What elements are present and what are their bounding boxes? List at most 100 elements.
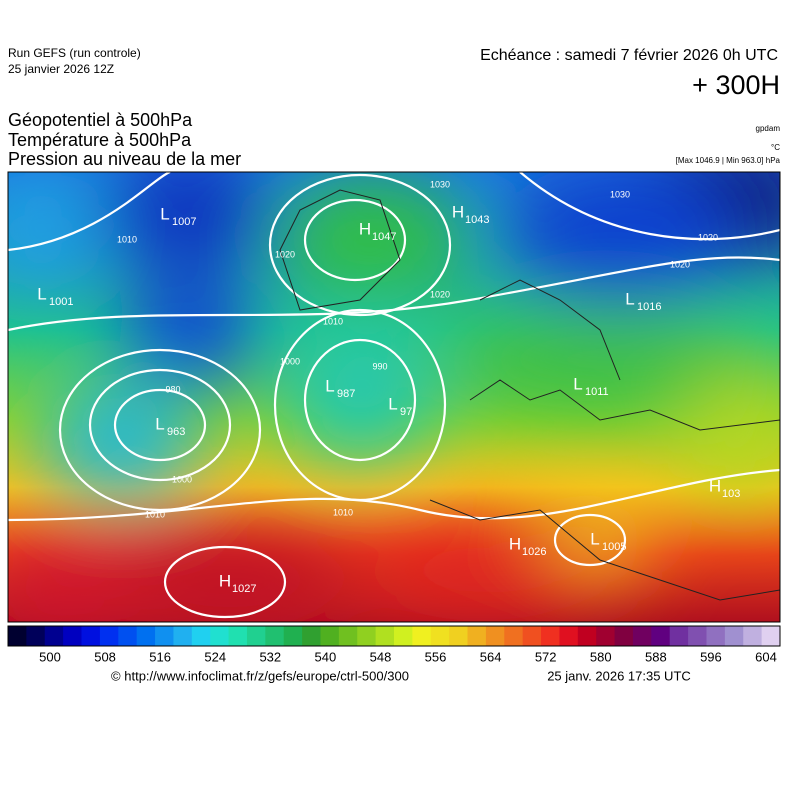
colorbar-swatch xyxy=(632,626,652,646)
pressure-center-value: 97 xyxy=(400,406,412,418)
pressure-center-value: 963 xyxy=(167,426,185,438)
isobar-label: 1020 xyxy=(698,232,718,242)
map-frame xyxy=(7,171,781,623)
lead-time: + 300H xyxy=(692,70,780,100)
colorbar-swatch xyxy=(522,626,542,646)
colorbar-swatch xyxy=(338,626,358,646)
unit: °C xyxy=(771,143,780,152)
isobar-label: 1020 xyxy=(275,249,295,259)
colorbar-swatch xyxy=(614,626,634,646)
colorbar-tick-label: 564 xyxy=(480,649,502,664)
isobar-label: 1030 xyxy=(430,179,450,189)
pressure-center-value: 1001 xyxy=(49,296,73,308)
isobar-label: 1010 xyxy=(117,234,137,244)
colorbar-swatch xyxy=(688,626,707,646)
colorbar-tick-label: 516 xyxy=(149,649,171,664)
colorbar-tick-label: 556 xyxy=(425,649,447,664)
colorbar-tick-label: 588 xyxy=(645,649,667,664)
pressure-center-value: 987 xyxy=(337,388,355,400)
colorbar-swatch xyxy=(467,626,487,646)
colorbar-tick-label: 580 xyxy=(590,649,612,664)
colorbar-swatch xyxy=(210,626,230,646)
colorbar-swatch xyxy=(81,626,101,646)
colorbar-swatch xyxy=(504,626,524,646)
run-date: 25 janvier 2026 12Z xyxy=(8,62,114,76)
colorbar-swatch xyxy=(743,626,763,646)
isobar-label: 1030 xyxy=(610,189,630,199)
pressure-center-kind: H xyxy=(709,476,721,495)
pressure-center-kind: H xyxy=(219,571,231,590)
colorbar-swatch xyxy=(136,626,156,646)
pressure-center-value: 1043 xyxy=(465,214,489,226)
pressure-center-kind: L xyxy=(325,376,334,395)
pressure-center-value: 103 xyxy=(722,488,740,500)
pressure-center-value: 1005 xyxy=(602,541,626,553)
pressure-center-kind: L xyxy=(160,204,169,223)
colorbar-swatch xyxy=(541,626,560,646)
colorbar-swatch xyxy=(118,626,138,646)
colorbar-tick-label: 572 xyxy=(535,649,557,664)
colorbar-swatch xyxy=(375,626,395,646)
colorbar-swatch xyxy=(394,626,413,646)
isobar-label: 1000 xyxy=(172,474,192,484)
colorbar-frame xyxy=(7,625,781,647)
pressure-center-kind: L xyxy=(573,374,582,393)
pressure-center-kind: H xyxy=(359,219,371,238)
pressure-center-kind: L xyxy=(37,284,46,303)
colorbar-swatch xyxy=(706,626,726,646)
colorbar: 500 508 516 524 532 540 548 556 564 572 580 588 596 6… xyxy=(7,625,781,664)
colorbar-swatch xyxy=(320,626,340,646)
title: Température à 500hPa xyxy=(8,130,192,150)
isobar-label: 980 xyxy=(165,384,180,394)
colorbar-swatch xyxy=(577,626,597,646)
isobar-label: 1010 xyxy=(323,316,343,326)
isobar-label: 990 xyxy=(372,361,387,371)
unit: [Max 1046.9 | Min 963.0] hPa xyxy=(676,156,781,165)
colorbar-tick-label: 524 xyxy=(204,649,226,664)
colorbar-swatch xyxy=(155,626,174,646)
pressure-center-kind: L xyxy=(155,414,164,433)
colorbar-swatch xyxy=(651,626,671,646)
colorbar-swatch xyxy=(430,626,450,646)
colorbar-tick-label: 596 xyxy=(700,649,722,664)
colorbar-swatch xyxy=(26,626,46,646)
map xyxy=(8,172,780,622)
run-label: Run GEFS (run controle) xyxy=(8,46,141,60)
isobar-label: 1010 xyxy=(145,509,165,519)
colorbar-swatch xyxy=(559,626,579,646)
pressure-center-kind: L xyxy=(625,289,634,308)
valid-time: Echéance : samedi 7 février 2026 0h UTC xyxy=(480,47,778,64)
colorbar-swatch xyxy=(265,626,285,646)
pressure-center-value: 1026 xyxy=(522,546,546,558)
isobar-label: 1000 xyxy=(280,356,300,366)
pressure-center-kind: H xyxy=(509,534,521,553)
source-url: © http://www.infoclimat.fr/z/gefs/europe… xyxy=(111,668,409,683)
colorbar-swatch xyxy=(669,626,689,646)
colorbar-swatch xyxy=(302,626,321,646)
colorbar-tick-label: 604 xyxy=(755,649,777,664)
colorbar-swatch xyxy=(63,626,83,646)
pressure-center-kind: L xyxy=(388,394,397,413)
colorbar-swatch xyxy=(357,626,377,646)
colorbar-tick-label: 500 xyxy=(39,649,61,664)
colorbar-swatch xyxy=(8,626,27,646)
colorbar-swatch xyxy=(44,626,64,646)
colorbar-swatch xyxy=(191,626,211,646)
colorbar-swatch xyxy=(173,626,193,646)
colorbar-tick-label: 508 xyxy=(94,649,116,664)
title: Géopotentiel à 500hPa xyxy=(8,110,193,130)
colorbar-swatch xyxy=(283,626,303,646)
colorbar-swatch xyxy=(724,626,744,646)
colorbar-tick-label: 540 xyxy=(315,649,337,664)
colorbar-swatch xyxy=(449,626,469,646)
pressure-center-kind: L xyxy=(590,529,599,548)
isobar-label: 1010 xyxy=(333,507,353,517)
unit: gpdam xyxy=(756,124,781,133)
title: Pression au niveau de la mer xyxy=(8,149,241,169)
pressure-center-value: 1007 xyxy=(172,216,196,228)
colorbar-tick-label: 548 xyxy=(370,649,392,664)
pressure-center-value: 1011 xyxy=(585,386,609,398)
colorbar-swatch xyxy=(412,626,432,646)
colorbar-tick-label: 532 xyxy=(259,649,281,664)
